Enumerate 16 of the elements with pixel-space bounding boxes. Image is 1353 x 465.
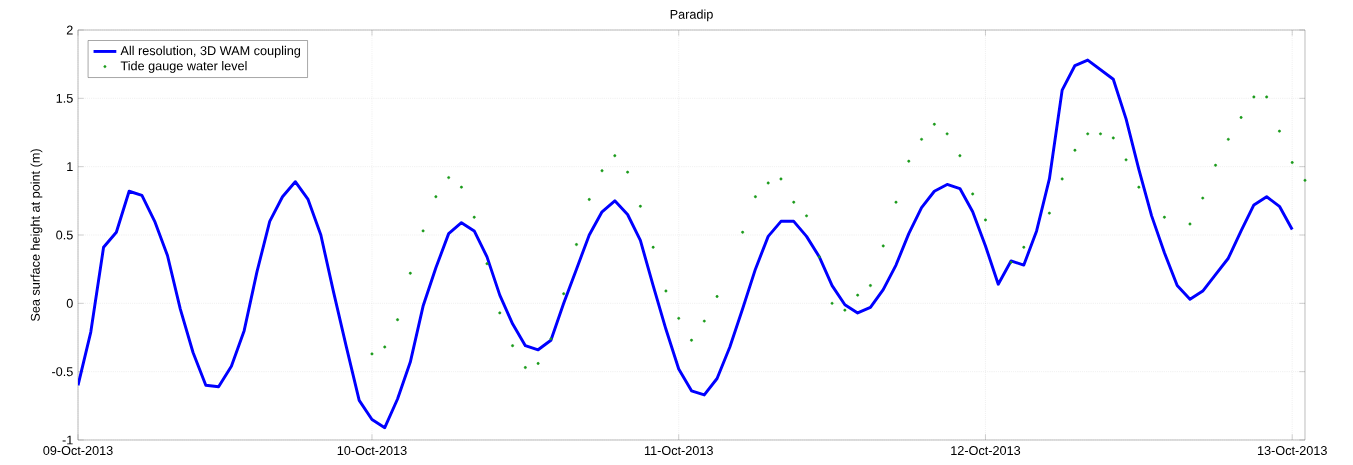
legend-label: All resolution, 3D WAM coupling bbox=[120, 45, 301, 58]
x-tick-label: 12-Oct-2013 bbox=[951, 446, 1021, 456]
y-tick-label: -1 bbox=[62, 435, 73, 445]
y-tick-label: 0.5 bbox=[56, 230, 73, 240]
y-tick-label: 1 bbox=[67, 162, 73, 172]
x-tick-label: 13-Oct-2013 bbox=[1257, 446, 1327, 456]
x-tick-label: 10-Oct-2013 bbox=[337, 446, 407, 456]
chart-title: Paradip bbox=[670, 9, 713, 22]
y-tick-label: 2 bbox=[66, 25, 73, 35]
y-axis-title: Sea surface height at point (m) bbox=[30, 149, 43, 322]
y-tick-label: 1.5 bbox=[56, 93, 73, 103]
x-tick-label: 11-Oct-2013 bbox=[644, 446, 713, 456]
y-tick-label: -0.5 bbox=[52, 367, 73, 377]
x-tick-label: 09-Oct-2013 bbox=[43, 446, 113, 456]
legend-label: Tide gauge water level bbox=[120, 61, 247, 73]
y-tick-label: 0 bbox=[66, 298, 73, 308]
